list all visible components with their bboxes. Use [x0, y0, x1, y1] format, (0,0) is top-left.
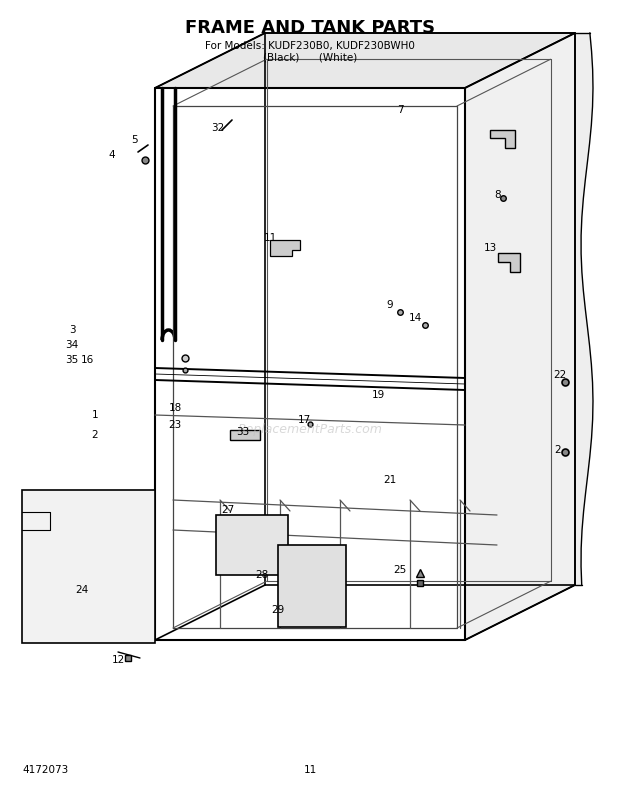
Text: 4: 4: [108, 150, 115, 160]
Bar: [216, 515, 288, 575]
Text: 35: 35: [65, 355, 79, 365]
Text: (Black)      (White): (Black) (White): [263, 53, 357, 63]
Text: 2: 2: [92, 430, 99, 440]
Text: 14: 14: [409, 313, 422, 323]
Polygon shape: [22, 490, 155, 643]
Text: 11: 11: [264, 233, 277, 243]
Text: 16: 16: [81, 355, 94, 365]
Text: 34: 34: [65, 340, 79, 350]
Bar: [230, 430, 260, 440]
Polygon shape: [155, 33, 575, 88]
Polygon shape: [465, 33, 575, 640]
Text: 3: 3: [69, 325, 75, 335]
Text: 18: 18: [169, 403, 182, 413]
Text: 32: 32: [211, 123, 224, 133]
Text: 25: 25: [393, 565, 407, 575]
Text: 8: 8: [495, 190, 502, 200]
Text: 24: 24: [76, 585, 89, 595]
Text: 13: 13: [484, 243, 497, 253]
Text: FRAME AND TANK PARTS: FRAME AND TANK PARTS: [185, 19, 435, 37]
Text: 21: 21: [383, 475, 397, 485]
Text: 22: 22: [554, 370, 567, 380]
Text: 5: 5: [131, 135, 138, 145]
Text: 19: 19: [371, 390, 384, 400]
Text: 9: 9: [387, 300, 393, 310]
Text: 29: 29: [272, 605, 285, 615]
Bar: [278, 545, 346, 627]
Text: 11: 11: [303, 765, 317, 775]
Text: 28: 28: [255, 570, 268, 580]
Text: For Models: KUDF230B0, KUDF230BWH0: For Models: KUDF230B0, KUDF230BWH0: [205, 41, 415, 51]
Polygon shape: [575, 33, 593, 585]
Text: 4172073: 4172073: [22, 765, 68, 775]
Text: ReplacementParts.com: ReplacementParts.com: [237, 423, 383, 437]
Polygon shape: [490, 130, 515, 148]
Text: 7: 7: [397, 105, 404, 115]
Text: 33: 33: [236, 427, 250, 437]
Text: 23: 23: [169, 420, 182, 430]
Text: 2: 2: [555, 445, 561, 455]
Polygon shape: [498, 253, 520, 272]
Text: 17: 17: [298, 415, 311, 425]
Text: 12: 12: [112, 655, 125, 665]
Text: 1: 1: [92, 410, 99, 420]
Polygon shape: [270, 240, 300, 256]
Text: 27: 27: [221, 505, 234, 515]
